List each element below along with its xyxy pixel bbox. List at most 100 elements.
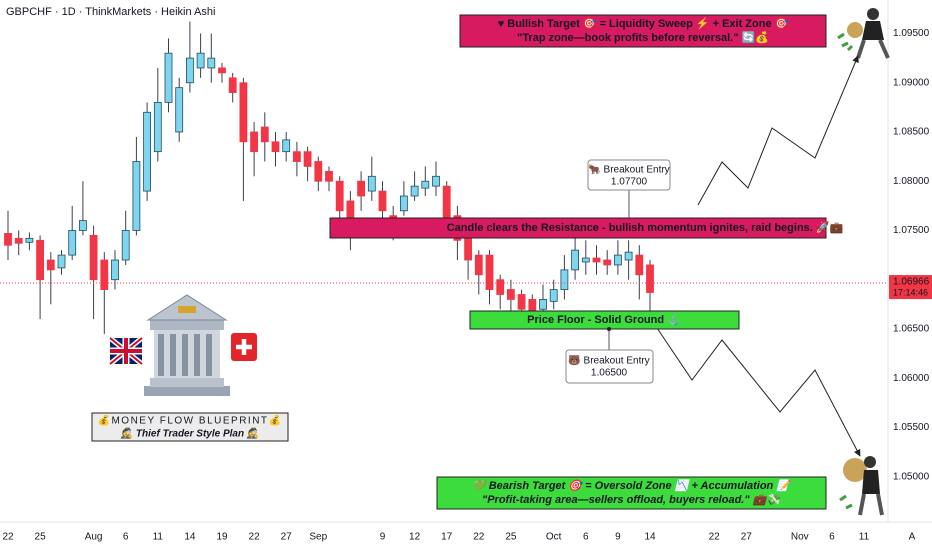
symbol-header: GBPCHF · 1D · ThinkMarkets · Heikin Ashi <box>6 6 215 18</box>
candle-body <box>175 87 184 133</box>
y-tick-label: 1.06000 <box>893 373 930 384</box>
candle-body <box>442 185 451 222</box>
candle-body <box>506 289 515 300</box>
y-tick-label: 1.06500 <box>893 324 930 335</box>
x-tick-label: 25 <box>35 532 47 543</box>
candle-body <box>79 220 87 231</box>
candle-body <box>581 257 590 263</box>
bearish-target-line1: 💚 Bearish Target 🎯 = Oversold Zone 📉 + A… <box>471 479 792 492</box>
candle-body <box>25 237 34 243</box>
x-tick-label: 22 <box>473 532 485 543</box>
candle-body <box>46 259 55 271</box>
candle-body <box>218 67 226 74</box>
auto-scale-button[interactable]: A <box>909 532 916 543</box>
thief-top <box>837 8 890 59</box>
resistance-box: Candle clears the Resistance - bullish m… <box>329 217 844 239</box>
candle-body <box>592 257 601 263</box>
x-tick-label: 27 <box>281 532 293 543</box>
breakout-up-callout: 🐂 Breakout Entry 1.07700 <box>587 159 671 218</box>
x-tick-label: 9 <box>380 532 386 543</box>
candle-body <box>14 237 23 244</box>
candle-body <box>571 249 579 271</box>
candle-body <box>121 230 130 261</box>
candle-body <box>614 254 622 266</box>
candle-body <box>517 294 526 310</box>
candle-body <box>335 180 344 212</box>
x-tick-label: 22 <box>249 532 261 543</box>
y-tick-label: 1.05500 <box>893 422 930 433</box>
candle-body <box>325 170 333 182</box>
candle-body <box>111 259 119 281</box>
bearish-target-box: 💚 Bearish Target 🎯 = Oversold Zone 📉 + A… <box>436 476 827 510</box>
y-tick-label: 1.08500 <box>893 127 930 138</box>
x-tick-label: 14 <box>644 532 656 543</box>
x-tick-label: 17 <box>441 532 453 543</box>
candle-body <box>539 299 547 310</box>
last-price-badge <box>889 275 932 300</box>
bullish-target-line1: ♥ Bullish Target 🎯 = Liquidity Sweep ⚡ +… <box>498 17 789 30</box>
y-tick-label: 1.07500 <box>893 225 930 236</box>
candle-body <box>239 82 248 143</box>
candle-body <box>357 180 366 197</box>
bullish-target-line2: "Trap zone—book profits before reversal.… <box>517 31 769 44</box>
x-tick-label: 22 <box>709 532 721 543</box>
candle-body <box>228 77 237 93</box>
candle-body <box>485 254 494 290</box>
x-tick-label: 27 <box>741 532 753 543</box>
candle-body <box>624 251 633 261</box>
candles <box>4 21 654 334</box>
candle-body <box>36 239 44 281</box>
candle-body <box>603 259 612 266</box>
x-tick-label: 12 <box>409 532 421 543</box>
candle-body <box>378 190 387 212</box>
candle-body <box>474 254 483 276</box>
blueprint-title: 💰MONEY FLOW BLUEPRINT💰 <box>98 414 283 427</box>
countdown-label: 17:14:46 <box>893 287 928 297</box>
x-tick-label: 14 <box>184 532 196 543</box>
y-tick-label: 1.09000 <box>893 77 930 88</box>
candle-body <box>4 233 12 246</box>
candle-body <box>646 264 654 293</box>
x-tick-label: 11 <box>859 532 870 543</box>
candle-body <box>164 52 173 103</box>
candle-body <box>464 234 473 261</box>
x-tick-label: Sep <box>309 532 327 543</box>
candle-body <box>57 254 66 269</box>
candle-body <box>314 161 323 182</box>
y-tick-label: 1.08000 <box>893 176 930 187</box>
candle-body <box>292 151 301 162</box>
candle-body <box>89 234 98 281</box>
candle-body <box>367 175 376 192</box>
candle-body <box>421 180 430 189</box>
candle-body <box>100 259 109 290</box>
candle-body <box>410 185 419 197</box>
y-tick-label: 1.09500 <box>893 28 930 39</box>
candle-body <box>496 279 505 295</box>
x-tick-label: Nov <box>791 532 809 543</box>
bullish-target-box: ♥ Bullish Target 🎯 = Liquidity Sweep ⚡ +… <box>459 14 827 48</box>
x-tick-label: Oct <box>546 532 562 543</box>
candle-body <box>560 269 569 290</box>
candle-body <box>196 52 205 69</box>
x-tick-label: 6 <box>583 532 589 543</box>
candle-body <box>271 141 280 153</box>
candle-body <box>260 126 269 143</box>
thief-bottom <box>839 456 884 516</box>
candle-body <box>250 131 259 153</box>
candle-body <box>635 254 644 276</box>
candle-body <box>399 195 408 212</box>
blueprint-box: 💰MONEY FLOW BLUEPRINT💰 🕵 Thief Trader St… <box>91 412 289 442</box>
x-tick-label: 6 <box>123 532 129 543</box>
bearish-path <box>654 324 861 457</box>
candle-body <box>207 57 216 69</box>
x-tick-label: 25 <box>505 532 517 543</box>
bullish-path <box>697 55 859 206</box>
breakout-down-price: 1.06500 <box>591 368 628 379</box>
blueprint-subtitle: 🕵 Thief Trader Style Plan 🕵 <box>121 427 262 440</box>
breakout-up-title: 🐂 Breakout Entry <box>588 164 669 176</box>
x-tick-label: 6 <box>829 532 835 543</box>
x-tick-label: 9 <box>615 532 621 543</box>
candle-body <box>153 102 162 153</box>
